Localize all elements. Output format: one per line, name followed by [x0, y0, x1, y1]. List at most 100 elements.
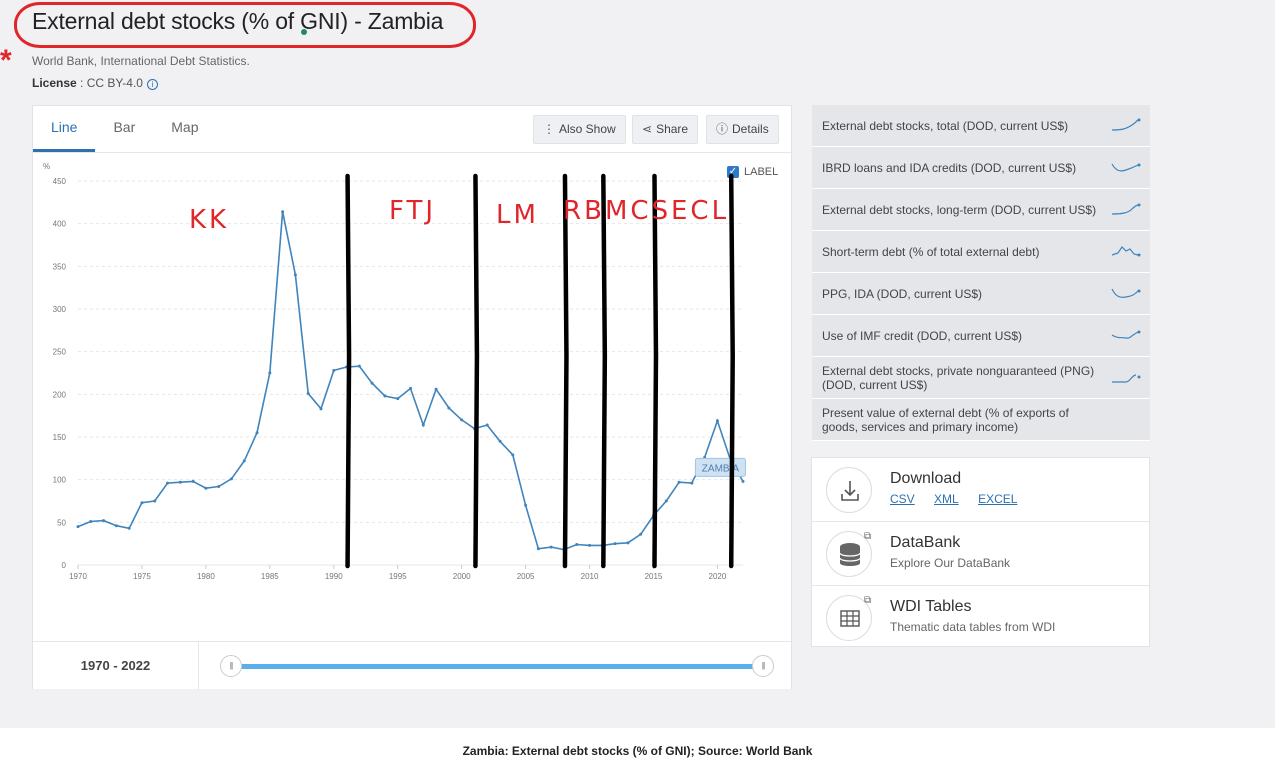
y-axis-label: %	[43, 162, 50, 171]
download-icon[interactable]	[826, 467, 872, 513]
chart-tabs: Line Bar Map	[33, 106, 217, 152]
x-tick-label: 2000	[453, 572, 471, 581]
data-point	[140, 501, 144, 505]
chart-panel: Line Bar Map ⋮ Also Show ⋖ Share ⓘ Details …	[32, 105, 792, 690]
data-point	[498, 439, 502, 443]
y-tick-label: 400	[53, 220, 67, 229]
related-item-label: External debt stocks, total (DOD, curren…	[822, 118, 1069, 133]
range-handle-start[interactable]: |||	[220, 655, 242, 677]
related-item[interactable]: Use of IMF credit (DOD, current US$)	[812, 315, 1150, 357]
y-tick-label: 350	[53, 262, 67, 271]
license-value: : CC BY-4.0	[80, 76, 143, 90]
data-point	[217, 484, 221, 488]
y-tick-label: 300	[53, 305, 67, 314]
data-point	[741, 479, 745, 483]
data-point	[89, 519, 93, 523]
share-label: Share	[656, 122, 689, 136]
x-tick-label: 1975	[133, 572, 151, 581]
data-point	[153, 499, 157, 503]
data-point	[166, 481, 170, 485]
data-point	[715, 419, 719, 423]
related-item[interactable]: Present value of external debt (% of exp…	[812, 399, 1150, 441]
related-item-label: External debt stocks, private nonguarant…	[822, 363, 1095, 392]
sparkline-icon	[1112, 374, 1141, 383]
annotation-divider	[562, 173, 569, 569]
sparkline-icon	[1111, 330, 1141, 339]
details-button[interactable]: ⓘ Details	[706, 115, 779, 144]
tab-divider	[33, 152, 791, 153]
data-point	[76, 525, 80, 529]
sparkline-icon	[1111, 118, 1141, 131]
wdi-sub: Thematic data tables from WDI	[890, 620, 1056, 634]
databank-row[interactable]: ⧉ DataBank Explore Our DataBank	[812, 522, 1149, 586]
database-icon[interactable]	[826, 531, 872, 577]
also-show-label: Also Show	[559, 122, 616, 136]
data-point	[549, 545, 553, 549]
details-label: Details	[732, 122, 769, 136]
data-point	[639, 532, 643, 536]
more-vertical-icon: ⋮	[543, 122, 555, 136]
related-item[interactable]: External debt stocks, private nonguarant…	[812, 357, 1150, 399]
annotation-label: ECL	[671, 196, 729, 226]
data-point	[293, 273, 297, 277]
annotation-divider	[728, 173, 735, 569]
download-xml-link[interactable]: XML	[934, 492, 959, 506]
download-row: Download CSV XML EXCEL	[812, 458, 1149, 522]
data-point	[434, 387, 438, 391]
also-show-button[interactable]: ⋮ Also Show	[533, 115, 626, 144]
related-item[interactable]: External debt stocks, total (DOD, curren…	[812, 105, 1150, 147]
annotation-label: RB	[563, 196, 605, 226]
share-icon: ⋖	[642, 122, 653, 136]
related-item-label: PPG, IDA (DOD, current US$)	[822, 286, 983, 301]
related-item[interactable]: External debt stocks, long-term (DOD, cu…	[812, 189, 1150, 231]
data-point	[383, 394, 387, 398]
label-toggle[interactable]: ✓ LABEL	[727, 166, 778, 178]
caption-band	[0, 728, 1275, 762]
data-point	[229, 477, 233, 481]
external-link-icon: ⧉	[864, 595, 872, 606]
annotation-label: MCS	[605, 196, 671, 226]
annotation-label: FTJ	[389, 196, 436, 226]
y-tick-label: 50	[57, 518, 66, 527]
title-highlight-circle	[14, 2, 476, 48]
download-title: Download	[890, 470, 962, 487]
related-item-label: IBRD loans and IDA credits (DOD, current…	[822, 160, 1077, 175]
data-point	[536, 547, 540, 551]
table-icon[interactable]	[826, 595, 872, 641]
x-tick-label: 2020	[709, 572, 727, 581]
tab-line[interactable]: Line	[33, 106, 96, 152]
data-point	[332, 368, 336, 372]
annotation-divider	[473, 173, 480, 569]
wdi-row[interactable]: ⧉ WDI Tables Thematic data tables from W…	[812, 586, 1149, 650]
range-handle-end[interactable]: |||	[752, 655, 774, 677]
data-point	[204, 486, 208, 490]
data-point	[370, 381, 374, 385]
range-label: 1970 - 2022	[33, 642, 199, 690]
page-title: External debt stocks (% of GNI) - Zambia	[32, 8, 444, 34]
links-panel: Download CSV XML EXCEL ⧉ DataBank Explor…	[811, 457, 1150, 647]
tab-map[interactable]: Map	[171, 119, 199, 135]
line-chart: 0 50 100 150 200 250 300 350 400 450% 1970 1975 1980…	[43, 162, 746, 581]
share-button[interactable]: ⋖ Share	[632, 115, 699, 144]
related-indicators: External debt stocks, total (DOD, curren…	[812, 105, 1150, 441]
data-point	[102, 519, 106, 523]
data-point	[626, 541, 630, 545]
related-item[interactable]: IBRD loans and IDA credits (DOD, current…	[812, 147, 1150, 189]
range-slider-track[interactable]	[231, 664, 763, 669]
download-excel-link[interactable]: EXCEL	[978, 492, 1018, 506]
x-tick-label: 1995	[389, 572, 407, 581]
download-csv-link[interactable]: CSV	[890, 492, 915, 506]
data-point	[281, 210, 285, 214]
wdi-title: WDI Tables	[890, 598, 972, 615]
source-text: World Bank, International Debt Statistic…	[32, 54, 250, 68]
related-item[interactable]: Short-term debt (% of total external deb…	[812, 231, 1150, 273]
data-point	[613, 542, 617, 546]
tab-bar[interactable]: Bar	[113, 119, 136, 135]
data-point	[114, 524, 118, 528]
data-point	[127, 526, 131, 530]
related-item[interactable]: PPG, IDA (DOD, current US$)	[812, 273, 1150, 315]
info-icon[interactable]: i	[146, 79, 158, 90]
info-circle-icon: ⓘ	[716, 122, 729, 136]
x-tick-label: 1980	[197, 572, 215, 581]
y-tick-label: 250	[53, 348, 67, 357]
